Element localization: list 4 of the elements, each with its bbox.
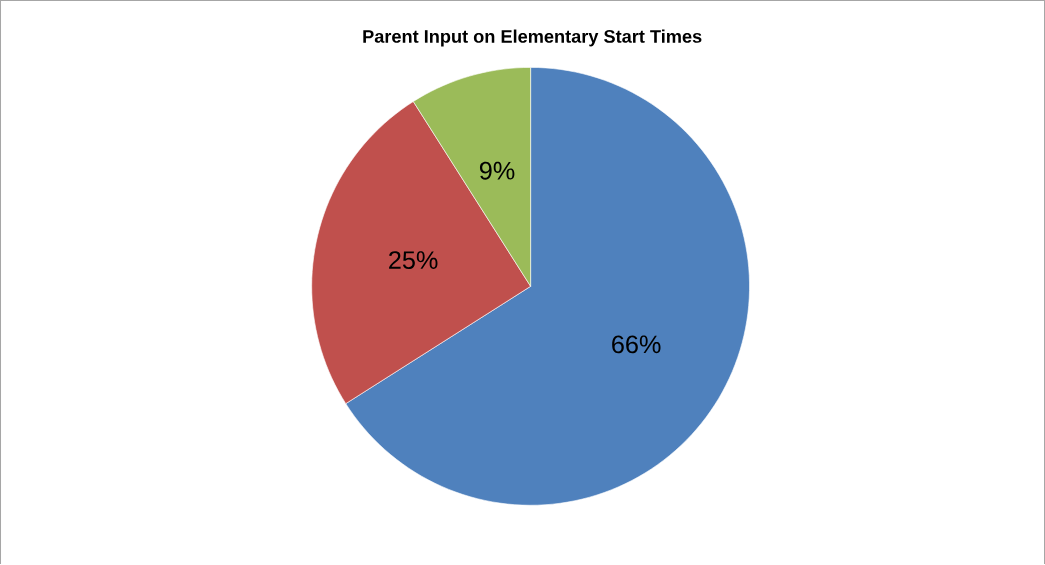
data-label: 66% (612, 335, 661, 354)
data-label: 25% (389, 251, 438, 270)
data-label: 9% (479, 161, 515, 180)
chart-title: Parent Input on Elementary Start Times (363, 29, 702, 47)
